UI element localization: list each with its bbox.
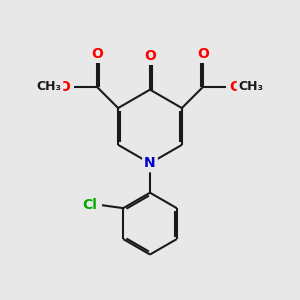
Text: CH₃: CH₃ bbox=[36, 80, 61, 93]
Text: CH₃: CH₃ bbox=[238, 80, 264, 93]
Text: O: O bbox=[197, 47, 209, 61]
Text: O: O bbox=[144, 49, 156, 63]
Text: Cl: Cl bbox=[82, 198, 97, 212]
Text: O: O bbox=[91, 47, 103, 61]
Text: O: O bbox=[230, 80, 242, 94]
Text: N: N bbox=[144, 156, 156, 170]
Text: O: O bbox=[58, 80, 70, 94]
